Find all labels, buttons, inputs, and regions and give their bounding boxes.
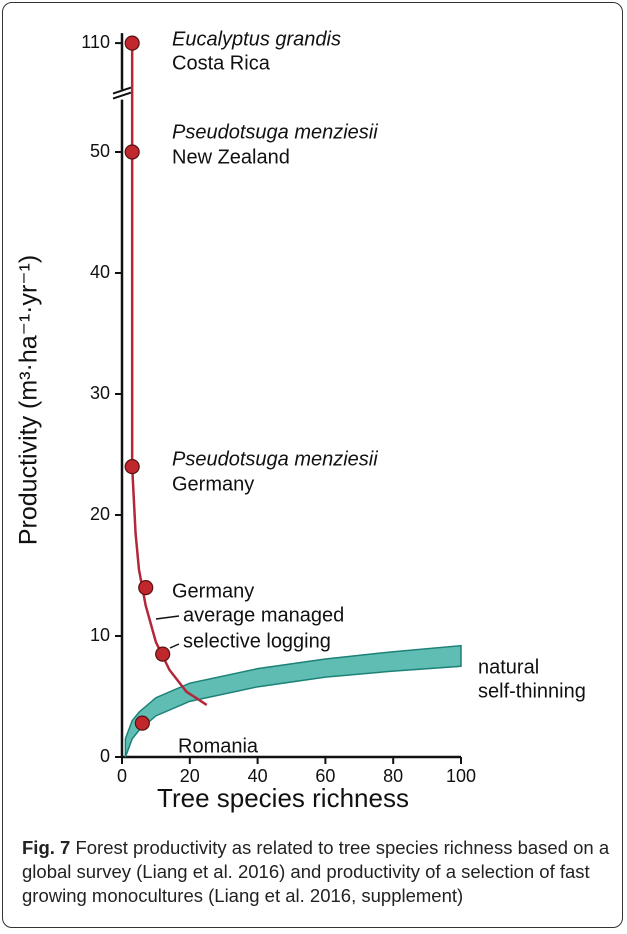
y-tick-label: 10 [90,625,110,645]
y-axis-label: Productivity (m³·ha⁻¹·yr⁻¹) [15,255,43,545]
y-tick-label: 50 [90,141,110,161]
caption: Fig. 7 Forest productivity as related to… [22,836,612,908]
annotation: Pseudotsuga menziesii [172,448,378,470]
annotation: Germany [172,580,254,602]
y-tick-label: 30 [90,383,110,403]
caption-label: Fig. 7 [22,837,71,858]
point [124,459,140,475]
annotation: self-thinning [478,680,586,702]
annotation: natural [478,656,539,678]
leader-line [155,615,180,620]
point [134,715,150,731]
x-tick-label: 40 [248,766,268,786]
x-axis-label: Tree species richness [157,783,409,813]
y-tick-label: 20 [90,504,110,524]
annotation: Eucalyptus grandis [172,28,341,50]
annotation: average managed [183,604,344,626]
point [124,144,140,160]
annotation: Costa Rica [172,52,271,74]
x-tick-label: 60 [315,766,335,786]
annotation: New Zealand [172,146,290,168]
x-tick-label: 20 [180,766,200,786]
y-tick-label: 40 [90,262,110,282]
annotation: selective logging [183,630,331,652]
annotation: Pseudotsuga menziesii [172,121,378,143]
y-tick-label: 110 [81,32,110,52]
point [124,35,140,51]
chart: Tree species richness Productivity (m³·h… [15,28,586,813]
point [138,579,154,596]
x-tick-label: 100 [446,766,476,786]
point [155,646,171,662]
caption-text: Forest productivity as related to tree s… [22,837,610,906]
x-tick-label: 0 [117,766,127,786]
axis-break [112,91,132,100]
leader-line [169,643,180,649]
y-tick-label: 0 [100,746,110,766]
annotation: Romania [178,735,259,757]
x-tick-label: 80 [383,766,403,786]
band [124,644,462,758]
axis-break [112,86,132,95]
annotation: Germany [172,473,254,495]
